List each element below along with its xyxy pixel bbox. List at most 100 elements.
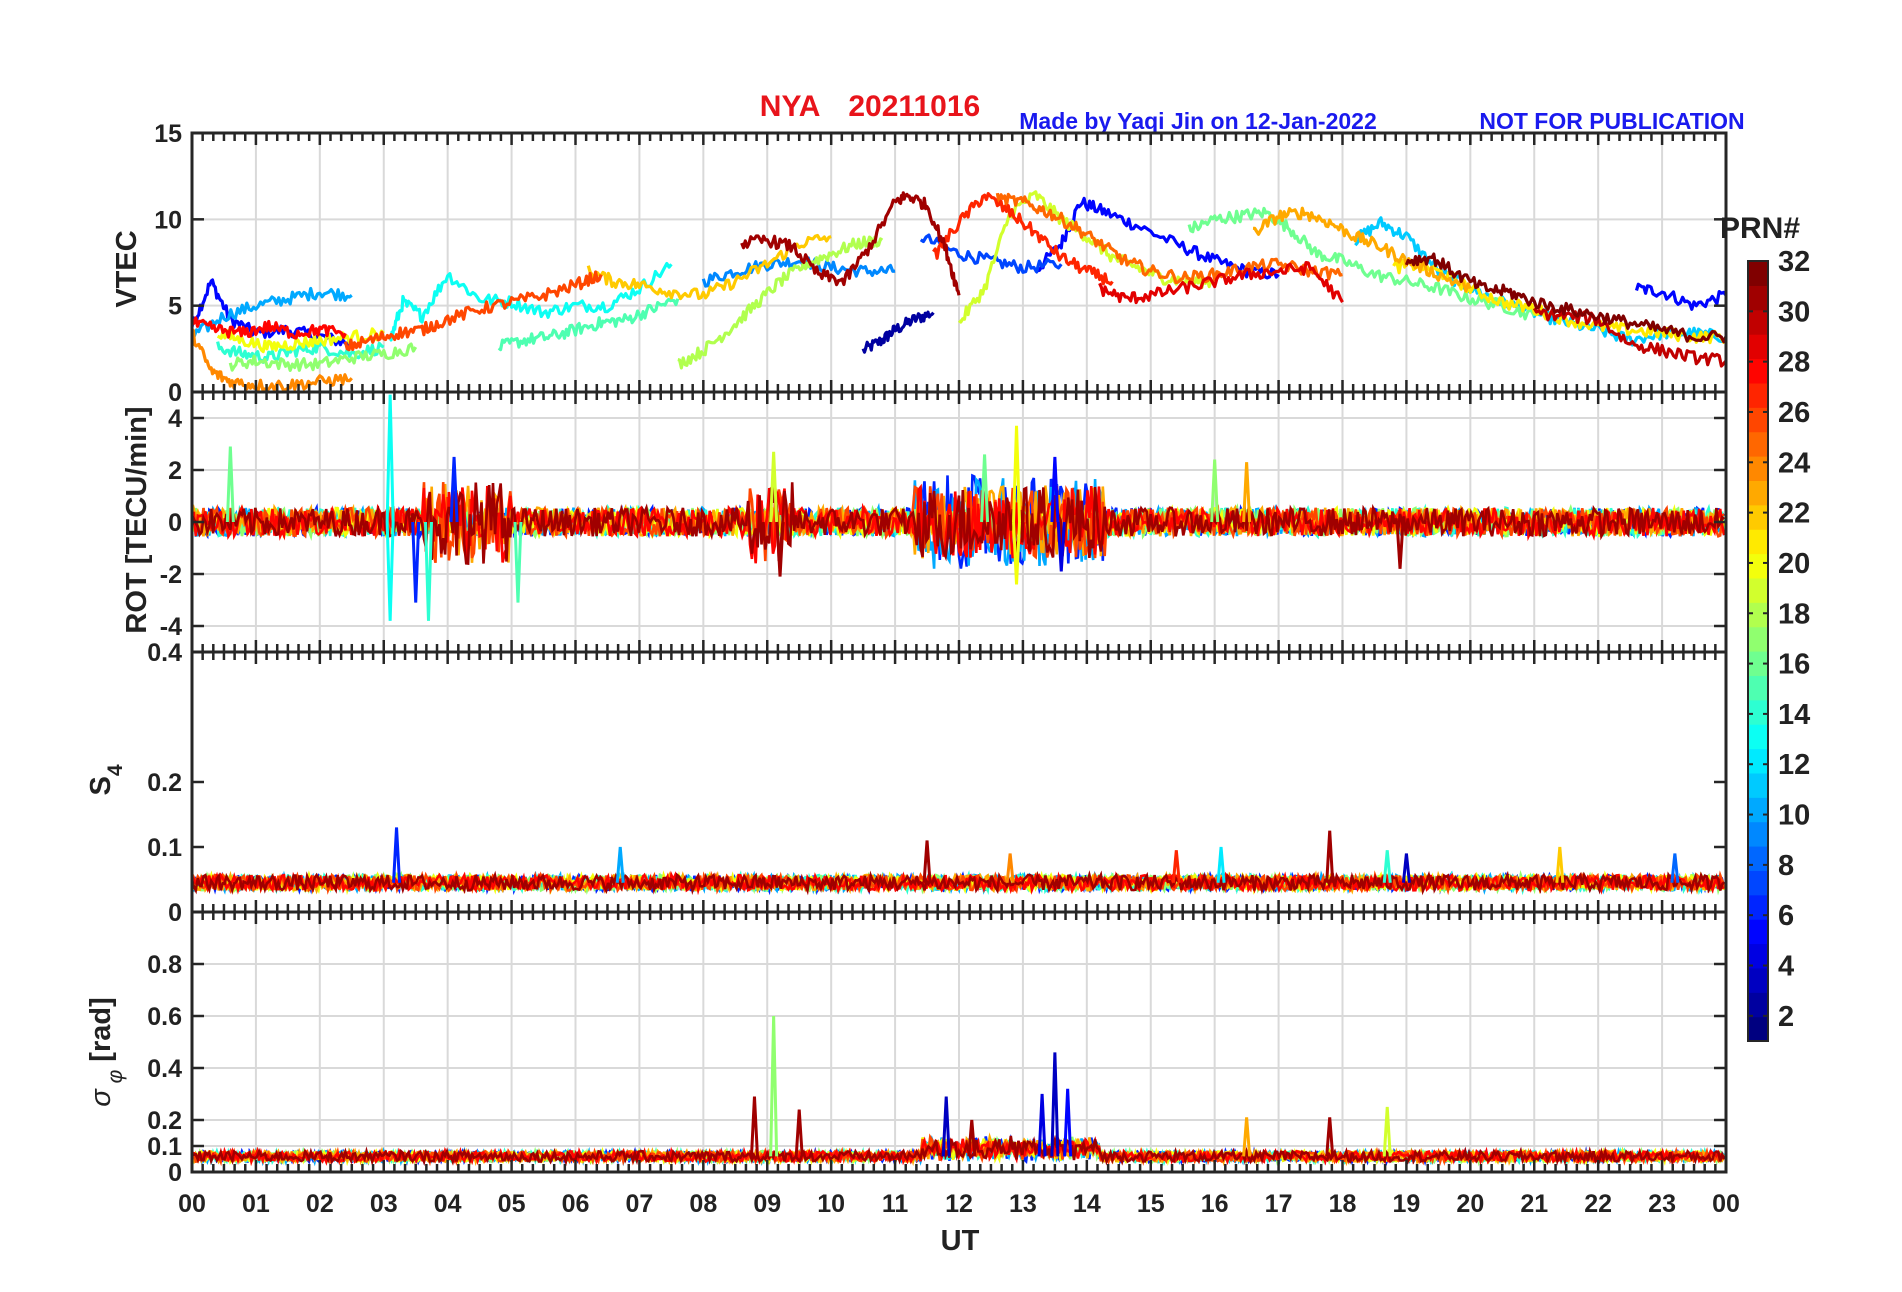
x-tick-label: 22 <box>1584 1190 1612 1218</box>
colorbar-tick-label: 10 <box>1778 800 1810 832</box>
colorbar-segment <box>1748 724 1768 750</box>
colorbar-tick-label: 22 <box>1778 498 1810 530</box>
x-tick-label: 19 <box>1393 1190 1421 1218</box>
x-tick-label: 05 <box>498 1190 526 1218</box>
x-tick-label: 21 <box>1520 1190 1548 1218</box>
x-tick-label: 02 <box>306 1190 334 1218</box>
x-tick-label: 14 <box>1073 1190 1101 1218</box>
colorbar-tick-label: 16 <box>1778 649 1810 681</box>
colorbar-segment <box>1748 309 1768 335</box>
spike-prn-23 <box>1242 1117 1252 1157</box>
y-tick-label: 0.2 <box>147 769 182 797</box>
colorbar-segment <box>1748 651 1768 676</box>
vtec-series-prn-15 <box>497 297 680 352</box>
vtec-series-prn-29 <box>1098 261 1344 305</box>
spike-prn-16 <box>225 446 235 523</box>
x-tick-label: 13 <box>1009 1190 1037 1218</box>
y-tick-label: 0.1 <box>147 1133 182 1161</box>
colorbar-segment <box>1748 870 1768 896</box>
spike-prn-31 <box>1325 830 1335 883</box>
colorbar-tick-label: 28 <box>1778 347 1810 379</box>
spike-prn-4 <box>1056 521 1066 572</box>
spike-prn-24 <box>1005 853 1015 883</box>
colorbar-tick-label: 6 <box>1778 900 1794 932</box>
vtec-series-prn-28 <box>190 316 347 340</box>
colorbar-segment <box>1748 675 1768 701</box>
colorbar-segment <box>1748 261 1768 286</box>
colorbar-segment <box>1748 967 1768 993</box>
colorbar-segment <box>1748 504 1768 530</box>
panel-trace-prn-28 <box>191 1136 1726 1167</box>
y-tick-label: 0 <box>168 899 182 927</box>
spike-prn-3 <box>1401 853 1411 883</box>
spike-prn-19 <box>769 451 779 523</box>
spike-prn-3 <box>1050 1052 1060 1157</box>
spike-prn-5 <box>1063 1088 1073 1157</box>
spike-prn-15 <box>513 521 523 603</box>
colorbar-tick-label: 12 <box>1778 749 1810 781</box>
x-tick-label: 10 <box>817 1190 845 1218</box>
colorbar-tick-label: 8 <box>1778 850 1794 882</box>
vtec-series-prn-32 <box>1404 252 1728 344</box>
y-tick-label: 10 <box>154 206 182 234</box>
spike-prn-20 <box>1012 425 1022 523</box>
vtec-series-prn-17 <box>228 342 418 372</box>
y-tick-label: 0.1 <box>147 834 182 862</box>
vtec-series-prn-25 <box>995 192 1343 285</box>
spike-prn-5 <box>1050 456 1060 523</box>
colorbar-segment <box>1748 919 1768 945</box>
spike-prn-6 <box>392 827 402 883</box>
spike-prn-31 <box>749 1096 759 1157</box>
x-tick-label: 20 <box>1456 1190 1484 1218</box>
x-tick-label: 17 <box>1265 1190 1293 1218</box>
vtec-series-prn-5 <box>1634 282 1728 311</box>
y-tick-label: 0 <box>168 379 182 407</box>
x-axis-ticks: 00 01 02 03 04 05 06 07 08 09 10 11 12 13 14 15 16 17 18 19… <box>178 1190 1740 1218</box>
x-tick-label: 16 <box>1201 1190 1229 1218</box>
colorbar-tick-label: 18 <box>1778 598 1810 630</box>
s4-panel: 0 0.1 0.2 0.4 <box>147 639 1728 927</box>
spike-prn-13 <box>385 521 395 621</box>
x-axis-label: UT <box>941 1225 980 1257</box>
colorbar-segment <box>1748 992 1768 1018</box>
colorbar-segment <box>1748 943 1768 969</box>
spike-prn-22 <box>1555 846 1565 883</box>
vtec-series-prn-2 <box>861 310 935 354</box>
panel-trace-prn-31 <box>191 1134 1726 1167</box>
y-tick-label: 0.2 <box>147 1107 182 1135</box>
spike-prn-20 <box>1012 521 1022 585</box>
vtec-series-prn-30 <box>1532 307 1728 368</box>
vtec-series-prn-16 <box>1187 206 1536 321</box>
spike-prn-17 <box>1210 459 1220 523</box>
x-tick-label: 09 <box>753 1190 781 1218</box>
y-tick-label: 15 <box>154 120 182 148</box>
colorbar-frame <box>1747 260 1769 1042</box>
y-tick-label: 0.8 <box>147 951 182 979</box>
spike-prn-14 <box>423 521 433 621</box>
colorbar-segment <box>1748 699 1768 725</box>
panel-trace-prn-31 <box>190 870 1726 896</box>
credit-label: Made by Yaqi Jin on 12-Jan-2022 <box>1019 108 1377 134</box>
spike-prn-16 <box>980 454 990 523</box>
colorbar-tick-label: 26 <box>1778 397 1810 429</box>
spike-prn-23 <box>1242 462 1252 523</box>
colorbar-segment <box>1748 480 1768 506</box>
vtec-series-prn-20 <box>216 327 385 354</box>
vtec-series-prn-9 <box>701 256 896 288</box>
colorbar-segment <box>1748 772 1768 798</box>
vtec-series-prn-10 <box>190 286 353 340</box>
x-tick-label: 08 <box>689 1190 717 1218</box>
spike-prn-31 <box>794 1109 804 1157</box>
notice-label: NOT FOR PUBLICATION <box>1479 108 1744 134</box>
vtec-series-prn-26 <box>343 270 603 352</box>
y-tick-label: 0 <box>168 509 182 537</box>
y-tick-label: 4 <box>168 405 182 433</box>
y-tick-label: 5 <box>168 293 182 321</box>
y-tick-label: 0.4 <box>147 1055 182 1083</box>
colorbar-segment <box>1748 1016 1768 1042</box>
y-tick-label: -2 <box>160 561 182 589</box>
x-tick-label: 07 <box>626 1190 654 1218</box>
vtec-series-prn-27 <box>932 192 1114 286</box>
vtec-series-prn-31 <box>740 191 961 296</box>
